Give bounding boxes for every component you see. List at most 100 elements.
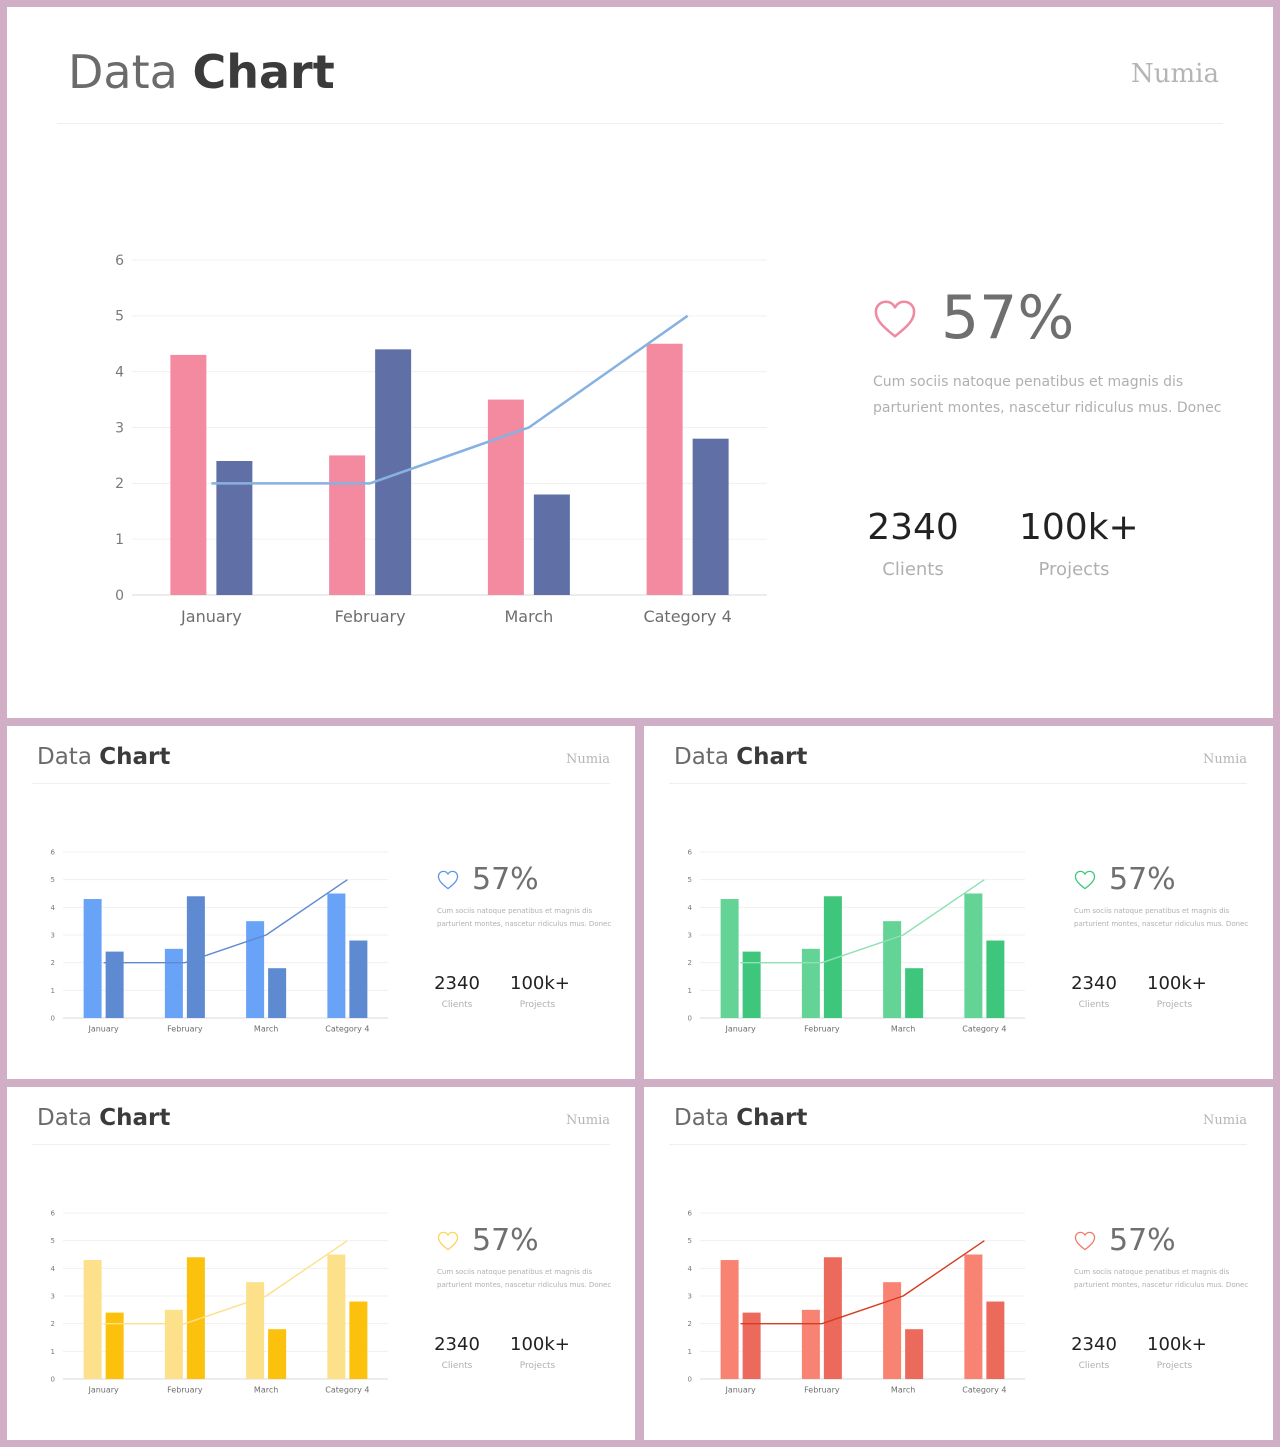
bar-series-2 <box>823 1257 842 1379</box>
y-tick-label: 4 <box>51 904 56 912</box>
stat-value-projects: 100k+ <box>1147 973 1207 994</box>
bar-series-1 <box>646 343 683 595</box>
brand-logo: Numia <box>1203 1113 1247 1128</box>
bar-series-2 <box>186 896 205 1018</box>
description-text: Cum sociis natoque penatibus et magnis d… <box>437 1268 612 1289</box>
x-category-label: February <box>804 1386 840 1395</box>
bar-series-1 <box>83 899 102 1018</box>
bar-series-1 <box>801 1309 820 1379</box>
y-tick-label: 3 <box>51 1292 55 1300</box>
trend-line <box>103 1240 348 1325</box>
bar-series-2 <box>105 1312 124 1379</box>
y-tick-label: 2 <box>115 476 124 492</box>
slide-title: Data Chart <box>68 45 335 99</box>
percent-value: 57% <box>1109 862 1176 897</box>
bar-series-1 <box>327 1254 346 1379</box>
brand-logo: Numia <box>566 1113 610 1128</box>
y-tick-label: 4 <box>688 1265 693 1273</box>
percent-value: 57% <box>941 283 1075 353</box>
bar-series-1 <box>487 399 524 595</box>
y-tick-label: 5 <box>115 309 124 325</box>
x-category-label: March <box>504 607 553 626</box>
y-tick-label: 1 <box>115 532 124 548</box>
bar-series-2 <box>105 951 124 1018</box>
bar-line-chart: 0 1 2 3 4 5 6 January February March Category 4 <box>51 848 388 1034</box>
bar-series-2 <box>533 494 570 595</box>
bar-series-2 <box>216 461 253 595</box>
header-divider <box>669 783 1247 784</box>
description-text: Cum sociis natoque penatibus et magnis d… <box>1074 907 1249 928</box>
x-category-label: March <box>891 1025 915 1034</box>
x-category-label: Category 4 <box>962 1025 1006 1034</box>
x-category-label: January <box>180 607 242 626</box>
bar-series-1 <box>329 455 366 595</box>
title-light: Data <box>37 1105 92 1131</box>
bar-series-2 <box>986 1301 1005 1379</box>
bar-series-2 <box>905 1329 924 1379</box>
bar-series-1 <box>883 921 902 1018</box>
stat-value-clients: 2340 <box>434 973 480 994</box>
x-category-label: Category 4 <box>962 1386 1006 1395</box>
description-text: Cum sociis natoque penatibus et magnis d… <box>437 907 612 928</box>
bar-series-2 <box>268 1329 287 1379</box>
stat-value-projects: 100k+ <box>510 1334 570 1355</box>
percent-value: 57% <box>1109 1223 1176 1258</box>
stat-value-projects: 100k+ <box>1147 1334 1207 1355</box>
y-tick-label: 0 <box>51 1014 55 1022</box>
x-category-label: February <box>167 1025 203 1034</box>
y-tick-label: 2 <box>51 1320 55 1328</box>
y-tick-label: 2 <box>51 959 55 967</box>
y-tick-label: 0 <box>115 588 124 604</box>
x-category-label: January <box>724 1386 756 1395</box>
slide-blue: Data Chart Numia 0 1 2 3 4 5 6 January February Mar… <box>7 726 635 1079</box>
x-category-label: January <box>87 1025 119 1034</box>
bar-series-1 <box>164 1309 183 1379</box>
header-divider <box>57 123 1223 124</box>
x-category-label: Category 4 <box>643 607 731 626</box>
stat-label-projects: Projects <box>1156 1000 1193 1010</box>
trend-line <box>740 879 985 964</box>
bar-line-chart: 0 1 2 3 4 5 6 January February March Category 4 <box>51 1209 388 1395</box>
x-category-label: February <box>167 1386 203 1395</box>
bar-series-1 <box>883 1282 902 1379</box>
heart-icon <box>1074 870 1096 890</box>
bar-series-1 <box>720 1260 739 1379</box>
y-tick-label: 4 <box>688 904 693 912</box>
bar-series-2 <box>742 1312 761 1379</box>
bar-series-1 <box>964 1254 983 1379</box>
title-bold: Chart <box>192 45 335 99</box>
trend-line <box>740 1240 985 1325</box>
bar-series-1 <box>246 921 265 1018</box>
stat-label-projects: Projects <box>1156 1361 1193 1371</box>
y-tick-label: 3 <box>688 931 692 939</box>
y-tick-label: 0 <box>688 1375 692 1383</box>
title-light: Data <box>674 744 729 770</box>
bar-series-2 <box>692 438 729 595</box>
y-tick-label: 6 <box>51 848 56 856</box>
trend-line <box>103 879 348 964</box>
bar-series-1 <box>83 1260 102 1379</box>
title-bold: Chart <box>736 1105 808 1131</box>
stat-label-clients: Clients <box>882 559 944 580</box>
y-tick-label: 3 <box>688 1292 692 1300</box>
brand-logo: Numia <box>1203 752 1247 767</box>
title-bold: Chart <box>736 744 808 770</box>
y-tick-label: 0 <box>688 1014 692 1022</box>
bar-series-1 <box>720 899 739 1018</box>
y-tick-label: 6 <box>115 253 124 269</box>
title-light: Data <box>68 45 178 99</box>
bar-series-2 <box>823 896 842 1018</box>
bar-series-1 <box>164 948 183 1018</box>
stat-label-clients: Clients <box>441 1361 473 1371</box>
title-light: Data <box>674 1105 729 1131</box>
bar-series-2 <box>268 968 287 1018</box>
slide-title: Data Chart <box>37 744 170 770</box>
stat-label-clients: Clients <box>1078 1000 1110 1010</box>
stat-label-projects: Projects <box>519 1000 556 1010</box>
y-tick-label: 0 <box>51 1375 55 1383</box>
bar-series-2 <box>349 1301 368 1379</box>
x-category-label: March <box>254 1386 278 1395</box>
y-tick-label: 3 <box>51 931 55 939</box>
bar-line-chart: 0 1 2 3 4 5 6 January February March Category 4 <box>688 1209 1025 1395</box>
y-tick-label: 3 <box>115 420 124 436</box>
